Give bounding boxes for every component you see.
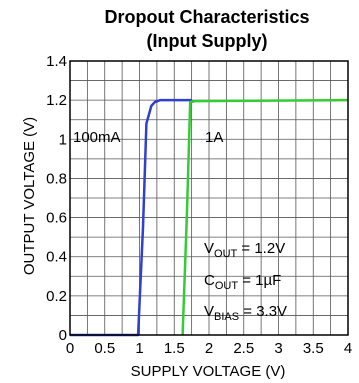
y-tick-label: 0 (59, 327, 67, 344)
x-tick-label: 1 (135, 340, 143, 357)
annotation-cout: COUT = 1µF (204, 272, 281, 292)
x-tick-label: 3 (274, 340, 282, 357)
series-line-100ma (70, 98, 192, 337)
x-tick-label: 3.5 (303, 340, 324, 357)
y-tick-label: 0.6 (46, 210, 67, 227)
y-tick-label: 1.2 (46, 92, 67, 109)
y-tick-label: 1 (59, 131, 67, 148)
plot-frame (69, 60, 349, 336)
annotation-vout: VOUT = 1.2V (204, 240, 285, 260)
series-label-100ma: 100mA (73, 129, 121, 146)
chart-subtitle: (Input Supply) (147, 31, 268, 51)
series-label-1a: 1A (205, 129, 223, 146)
y-tick-label: 0.4 (46, 249, 67, 266)
tick-labels: 0 0.5 1 1.5 2 2.5 3 3.5 4 0 0.2 0.4 0.6 0.8 1 1.2 1.4 (46, 53, 352, 357)
y-axis-label: OUTPUT VOLTAGE (V) (21, 117, 38, 275)
x-tick-label: 1.5 (164, 340, 185, 357)
x-tick-label: 2 (205, 340, 213, 357)
annotation-vbias: VBIAS = 3.3V (204, 303, 287, 323)
grid (70, 61, 348, 335)
y-tick-label: 1.4 (46, 53, 67, 70)
series-lines (70, 98, 349, 337)
x-tick-label: 0 (66, 340, 74, 357)
x-tick-label: 0.5 (94, 340, 115, 357)
x-tick-label: 2.5 (233, 340, 254, 357)
y-tick-label: 0.8 (46, 170, 67, 187)
y-tick-label: 0.2 (46, 288, 67, 305)
series-line-1a (181, 98, 349, 336)
x-tick-label: 4 (344, 340, 352, 357)
x-axis-label: SUPPLY VOLTAGE (V) (131, 363, 286, 380)
chart-title: Dropout Characteristics (104, 7, 309, 27)
